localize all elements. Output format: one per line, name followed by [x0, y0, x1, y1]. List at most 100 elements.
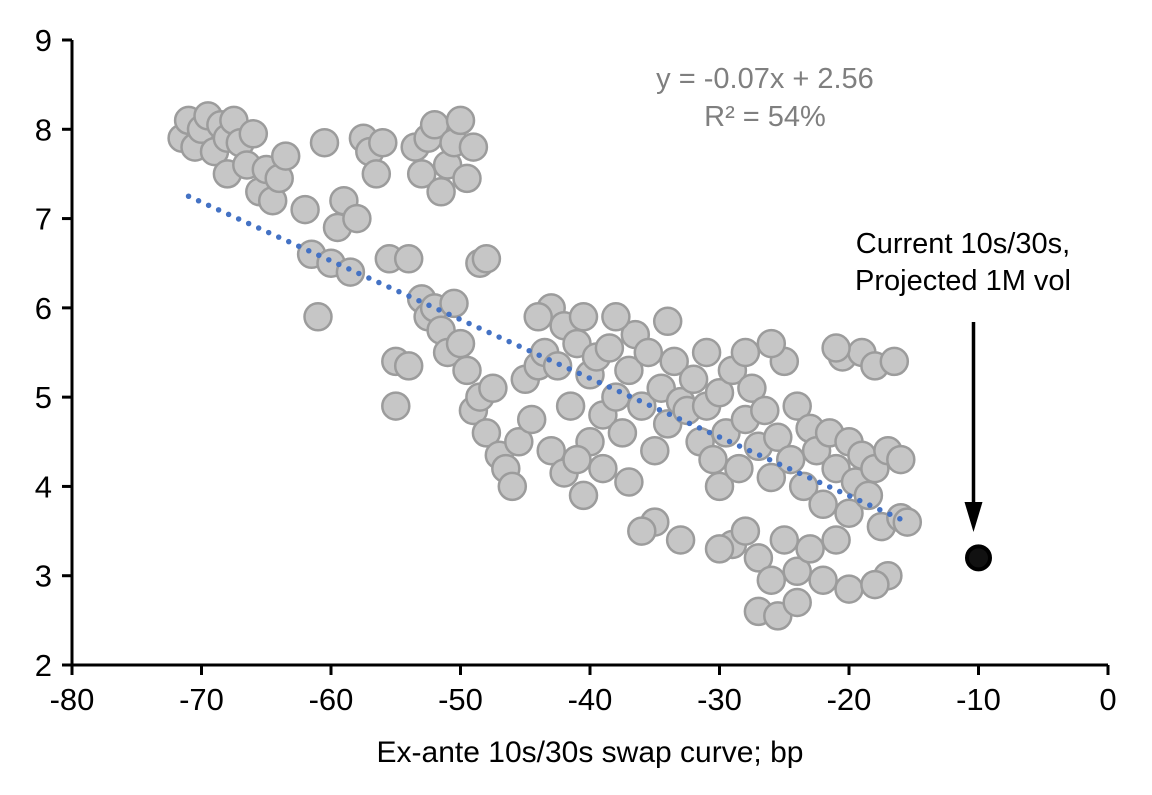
data-point: [834, 574, 864, 604]
data-point: [471, 244, 502, 274]
data-point: [730, 516, 761, 546]
data-point: [601, 382, 631, 412]
data-point: [860, 569, 890, 600]
y-tick-label: 4: [35, 469, 52, 504]
y-tick-label: 8: [35, 112, 52, 147]
data-point: [704, 377, 735, 408]
data-point: [756, 328, 787, 359]
callout-line1: Current 10s/30s,: [855, 228, 1071, 260]
y-tick-label: 2: [35, 648, 52, 683]
data-point: [523, 302, 553, 332]
data-point: [309, 127, 340, 158]
data-point: [821, 525, 851, 555]
data-point: [555, 391, 586, 421]
data-point: [562, 444, 592, 475]
equation-text: y = -0.07x + 2.56: [656, 63, 874, 95]
data-point: [724, 453, 754, 484]
data-point: [782, 556, 812, 587]
data-point: [665, 525, 696, 555]
scatter-points: [167, 101, 923, 631]
data-point: [445, 105, 476, 136]
data-point: [678, 364, 709, 395]
data-point: [303, 302, 333, 332]
current-point: [965, 544, 992, 572]
x-tick-label: -80: [50, 682, 95, 717]
data-point: [614, 355, 644, 386]
data-point: [795, 534, 825, 564]
data-point: [743, 543, 774, 573]
data-point: [886, 444, 916, 475]
data-point: [478, 373, 508, 403]
data-point: [368, 127, 398, 158]
data-point: [406, 159, 437, 189]
data-point: [652, 306, 683, 337]
data-point: [458, 132, 489, 162]
data-point: [439, 288, 469, 319]
data-point: [607, 418, 638, 448]
tick-labels: -80 -70 -60 -50 -40 -30 -20 -10 0 2 3 4 5 6 7 8 9: [35, 23, 1117, 717]
y-tick-label: 9: [35, 23, 52, 58]
data-point: [640, 435, 670, 466]
x-tick-label: -60: [309, 682, 354, 717]
data-point: [426, 177, 456, 207]
data-point: [737, 373, 767, 403]
data-point: [756, 565, 787, 595]
data-point: [601, 302, 631, 332]
data-point: [290, 194, 320, 225]
data-point: [497, 471, 528, 502]
data-point: [879, 346, 910, 377]
y-tick-label: 3: [35, 559, 52, 594]
data-point: [568, 302, 599, 332]
x-axis-title: Ex-ante 10s/30s swap curve; bp: [376, 736, 804, 769]
data-point: [594, 333, 625, 363]
x-tick-label: -10: [956, 682, 1001, 717]
data-point: [730, 337, 761, 368]
r-squared-text: R² = 54%: [704, 101, 826, 133]
y-tick-label: 6: [35, 291, 52, 326]
data-point: [808, 565, 838, 595]
data-point: [536, 435, 566, 466]
x-tick-label: -70: [179, 682, 224, 717]
data-point: [452, 163, 482, 194]
data-point: [821, 333, 851, 363]
data-point: [361, 159, 392, 189]
data-point: [516, 404, 547, 435]
data-point: [892, 507, 923, 537]
data-point: [627, 516, 657, 546]
y-tick-label: 5: [35, 380, 52, 415]
callout-line2: Projected 1M vol: [855, 265, 1071, 297]
data-point: [270, 141, 301, 171]
x-tick-label: -30: [697, 682, 742, 717]
data-point: [698, 444, 728, 475]
x-tick-label: -50: [438, 682, 483, 717]
data-point: [633, 337, 664, 368]
x-tick-label: -20: [827, 682, 872, 717]
regression-annotation: y = -0.07x + 2.56 R² = 54%: [565, 60, 965, 136]
data-point: [452, 355, 482, 386]
data-point: [659, 346, 689, 377]
data-point: [504, 427, 534, 457]
axes: [62, 38, 1110, 675]
data-point: [782, 391, 812, 421]
data-point: [238, 119, 269, 149]
data-point: [335, 257, 366, 287]
arrow-head: [964, 502, 983, 532]
y-tick-label: 7: [35, 202, 52, 237]
trend-line: [185, 193, 911, 525]
current-point-callout: Current 10s/30s, Projected 1M vol: [813, 226, 1113, 300]
data-point: [614, 467, 644, 497]
x-tick-label: 0: [1099, 682, 1116, 717]
data-point: [750, 395, 780, 426]
data-point: [393, 244, 424, 274]
x-tick-label: -40: [568, 682, 613, 717]
data-point: [704, 471, 735, 502]
data-point: [445, 328, 476, 359]
data-point: [381, 391, 411, 421]
data-point: [808, 489, 838, 520]
data-point: [782, 587, 812, 618]
data-point: [393, 351, 424, 381]
data-point: [834, 498, 864, 528]
data-point: [704, 534, 735, 564]
